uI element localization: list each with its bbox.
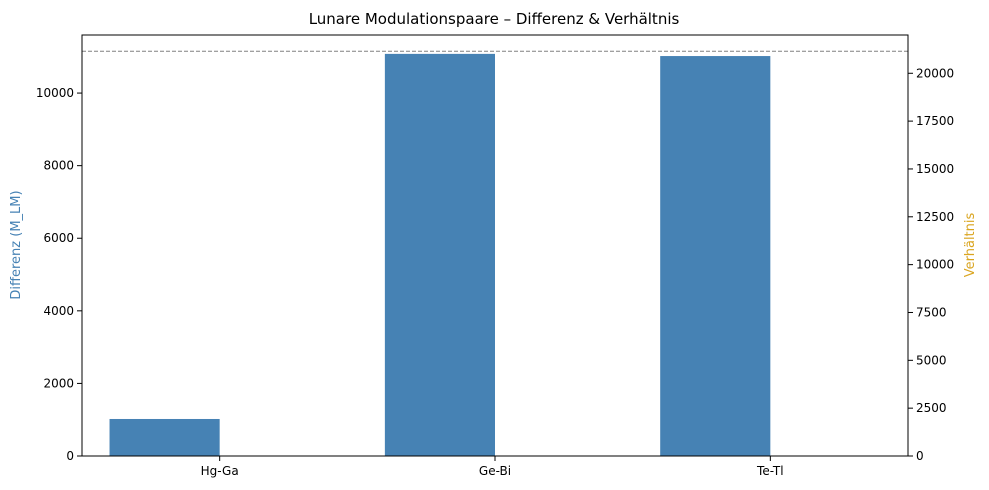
y-left-tick-label: 0 [66,449,74,463]
y-right-tick-label: 10000 [916,258,954,272]
bar-left-te-tl [660,56,771,457]
y-axis-left: 0 2000 4000 6000 8000 10000 [36,86,82,463]
bars [109,53,881,457]
y-right-tick-label: 17500 [916,114,954,128]
y-left-tick-label: 4000 [43,304,74,318]
x-tick-label-hg-ga: Hg-Ga [201,464,239,478]
y-right-tick-label: 5000 [916,353,947,367]
bar-left-hg-ga [109,418,220,456]
x-axis: Hg-Ga Ge-Bi Te-Tl [201,456,784,478]
bar-left-ge-bi [384,53,495,457]
y-right-tick-label: 20000 [916,66,954,80]
y-left-tick-label: 2000 [43,376,74,390]
y-right-tick-label: 15000 [916,162,954,176]
y-left-tick-label: 8000 [43,159,74,173]
y-axis-right-label: Verhältnis [963,213,978,278]
y-axis-right: 0 2500 5000 7500 10000 12500 15000 17500 20000 [908,66,954,463]
y-right-tick-label: 7500 [916,305,947,319]
x-tick-label-ge-bi: Ge-Bi [479,464,511,478]
x-tick-label-te-tl: Te-Tl [756,464,784,478]
y-left-tick-label: 10000 [36,86,74,100]
y-left-tick-label: 6000 [43,231,74,245]
y-right-tick-label: 2500 [916,401,947,415]
y-axis-left-label: Differenz (M_LM) [9,190,24,299]
y-right-tick-label: 12500 [916,210,954,224]
plot-frame [81,34,909,457]
chart-title: Lunare Modulationspaare – Differenz & Ve… [309,10,680,28]
y-right-tick-label: 0 [916,449,924,463]
